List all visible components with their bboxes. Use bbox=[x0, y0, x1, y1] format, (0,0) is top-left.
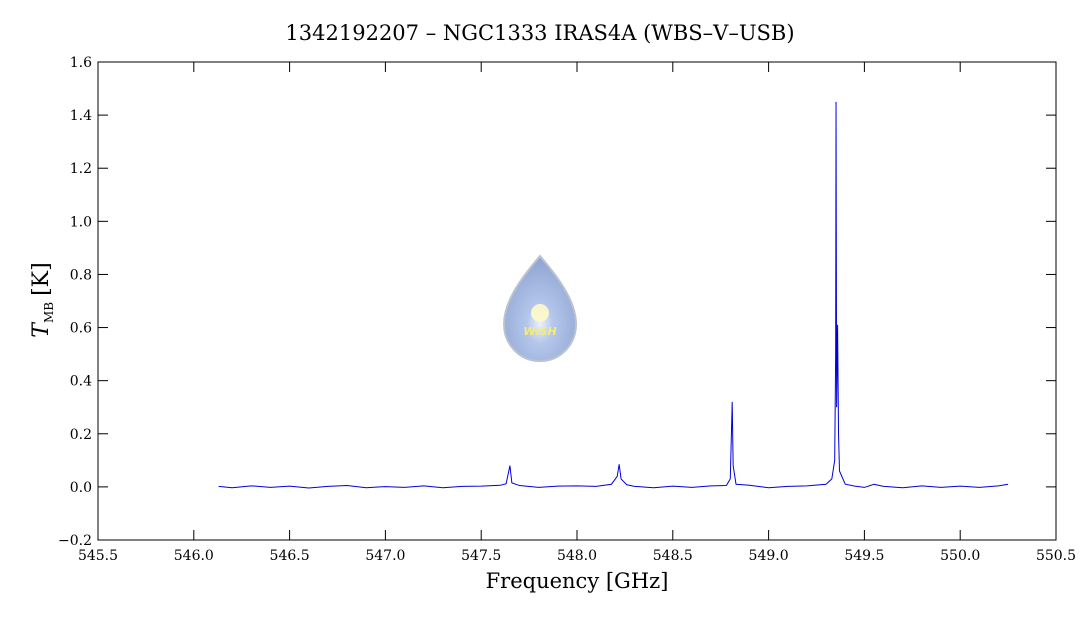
x-axis-label: Frequency [GHz] bbox=[486, 569, 669, 593]
x-tick-label: 547.0 bbox=[365, 548, 405, 564]
x-tick-label: 550.0 bbox=[940, 548, 980, 564]
logo-text: WISH bbox=[523, 325, 556, 338]
y-tick-label: −0.2 bbox=[58, 533, 92, 549]
plot-frame bbox=[97, 61, 1057, 541]
logo: WISH bbox=[502, 254, 578, 363]
x-tick-label: 546.5 bbox=[270, 548, 310, 564]
y-tick-label: 0.8 bbox=[70, 267, 92, 283]
y-tick-label: 1.6 bbox=[70, 55, 92, 71]
x-tick-label: 545.5 bbox=[78, 548, 118, 564]
y-axis-label-text: TMB [K] bbox=[29, 262, 56, 337]
x-tick-label: 549.5 bbox=[844, 548, 884, 564]
y-axis-label: TMB [K] bbox=[29, 262, 56, 337]
x-tick-label: 548.0 bbox=[557, 548, 597, 564]
chart-title: 1342192207 – NGC1333 IRAS4A (WBS–V–USB) bbox=[285, 21, 794, 45]
y-label-symbol: T bbox=[29, 321, 54, 338]
y-tick-label: 0.4 bbox=[70, 374, 92, 390]
y-label-subscript: MB bbox=[42, 302, 56, 323]
x-tick-label: 549.0 bbox=[749, 548, 789, 564]
logo-star bbox=[531, 304, 549, 322]
x-tick-label: 547.5 bbox=[461, 548, 501, 564]
y-tick-label: 0.0 bbox=[70, 480, 92, 496]
x-tick-label: 548.5 bbox=[653, 548, 693, 564]
y-tick-label: 1.4 bbox=[70, 108, 92, 124]
x-tick-label: 546.0 bbox=[174, 548, 214, 564]
y-label-unit: [K] bbox=[29, 262, 54, 296]
y-tick-label: 1.2 bbox=[70, 161, 92, 177]
spectrum-line bbox=[218, 101, 1009, 489]
y-tick-label: 0.2 bbox=[70, 427, 92, 443]
x-tick-label: 550.5 bbox=[1036, 548, 1076, 564]
y-tick-label: 0.6 bbox=[70, 321, 92, 337]
y-tick-label: 1.0 bbox=[70, 214, 92, 230]
